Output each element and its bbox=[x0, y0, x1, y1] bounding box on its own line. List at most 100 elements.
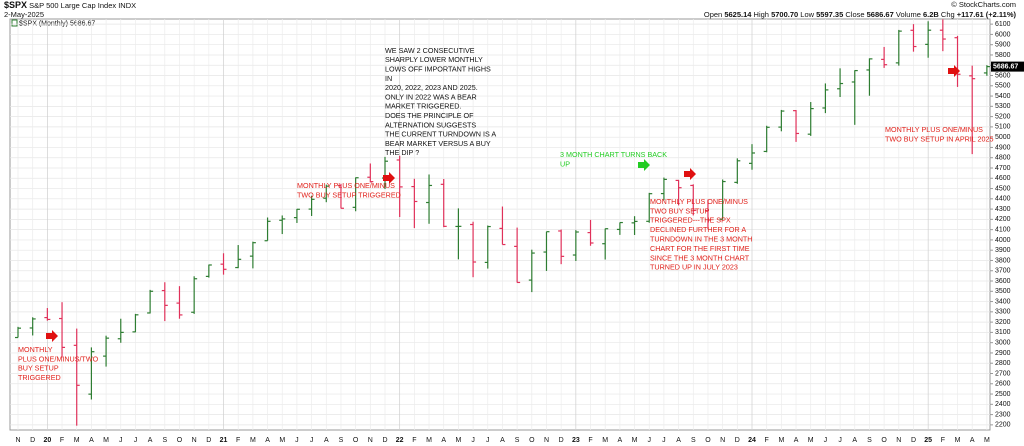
annotation: IN bbox=[385, 74, 392, 83]
x-tick-label: O bbox=[881, 437, 887, 444]
annotation: SINCE THE 3 MONTH CHART bbox=[650, 253, 750, 262]
x-tick-label: M bbox=[955, 437, 961, 444]
annotation: TRIGGERED---THE SPX bbox=[650, 216, 731, 225]
credit: © StockCharts.com bbox=[951, 0, 1016, 9]
x-tick-label: M bbox=[103, 437, 109, 444]
x-tick-label: D bbox=[206, 437, 211, 444]
x-tick-label: N bbox=[896, 437, 901, 444]
x-tick-label: M bbox=[632, 437, 638, 444]
arrow bbox=[684, 168, 696, 180]
annotation: TWO BUY SETUP bbox=[650, 206, 710, 215]
annotation: PLUS ONE/MINUS/TWO bbox=[18, 354, 99, 363]
quote-value: 5625.14 bbox=[724, 10, 752, 19]
x-tick-label: J bbox=[310, 437, 314, 444]
x-tick-label: D bbox=[911, 437, 916, 444]
plot-frame bbox=[9, 18, 991, 431]
y-tick-label: 4200 bbox=[995, 216, 1011, 223]
y-tick-label: 2500 bbox=[995, 391, 1011, 398]
y-tick-label: 4800 bbox=[995, 155, 1011, 162]
y-tick-label: 4300 bbox=[995, 206, 1011, 213]
last-price: 5686.67 bbox=[993, 63, 1018, 70]
annotation: TWO BUY SETUP IN APRIL 2025 bbox=[885, 134, 994, 143]
annotation: DOES THE PRINCIPLE OF bbox=[385, 111, 474, 120]
x-tick-label: J bbox=[838, 437, 842, 444]
x-tick-label: A bbox=[89, 437, 94, 444]
y-tick-label: 5600 bbox=[995, 72, 1011, 79]
y-tick-label: 2800 bbox=[995, 360, 1011, 367]
legend-swatch bbox=[11, 19, 18, 27]
annotation: BEAR MARKET VERSUS A BUY bbox=[385, 139, 491, 148]
x-tick-label: J bbox=[486, 437, 490, 444]
x-tick-label: N bbox=[720, 437, 725, 444]
quote: Open 5625.14 High 5700.70 Low 5597.35 Cl… bbox=[704, 10, 1017, 19]
x-tick-label: J bbox=[824, 437, 828, 444]
annotation: ALTERNATION SUGGESTS bbox=[385, 120, 476, 129]
x-tick-label: S bbox=[867, 437, 872, 444]
y-tick-label: 4600 bbox=[995, 175, 1011, 182]
y-tick-label: 3100 bbox=[995, 329, 1011, 336]
y-tick-label: 2200 bbox=[995, 422, 1011, 429]
quote-value: 6.2B bbox=[923, 10, 939, 19]
annotation: 3 MONTH CHART TURNS BACK bbox=[560, 150, 667, 159]
y-tick-label: 4700 bbox=[995, 165, 1011, 172]
annotation: LOWS OFF IMPORTANT HIGHS bbox=[385, 65, 491, 74]
x-tick-label: D bbox=[30, 437, 35, 444]
y-tick-label: 5900 bbox=[995, 42, 1011, 49]
y-tick-label: 6100 bbox=[995, 21, 1011, 28]
y-tick-label: 5300 bbox=[995, 103, 1011, 110]
annotation: SHARPLY LOWER MONTHLY bbox=[385, 55, 483, 64]
x-tick-label: O bbox=[177, 437, 183, 444]
x-tick-label: A bbox=[148, 437, 153, 444]
arrow bbox=[383, 172, 395, 184]
x-tick-label: D bbox=[559, 437, 564, 444]
x-tick-label: J bbox=[119, 437, 123, 444]
annotation: 2020, 2022, 2023 AND 2025. bbox=[385, 83, 478, 92]
x-tick-label: D bbox=[382, 437, 387, 444]
y-tick-label: 2600 bbox=[995, 381, 1011, 388]
annotation: DECLINED FURTHER FOR A bbox=[650, 225, 746, 234]
x-tick-label: M bbox=[984, 437, 990, 444]
x-tick-label: 20 bbox=[43, 437, 51, 444]
x-tick-label: N bbox=[15, 437, 20, 444]
y-tick-label: 5800 bbox=[995, 52, 1011, 59]
y-tick-label: 2300 bbox=[995, 411, 1011, 418]
y-tick-label: 3500 bbox=[995, 288, 1011, 295]
y-tick-label: 4900 bbox=[995, 144, 1011, 151]
annotation: THE CURRENT TURNDOWN IS A bbox=[385, 130, 496, 139]
x-tick-label: M bbox=[455, 437, 461, 444]
arrow bbox=[46, 330, 58, 342]
x-tick-label: J bbox=[647, 437, 651, 444]
x-tick-label: S bbox=[515, 437, 520, 444]
arrow bbox=[948, 65, 960, 77]
index-name: S&P 500 Large Cap Index bbox=[29, 1, 116, 10]
y-tick-label: 3800 bbox=[995, 257, 1011, 264]
annotation: WE SAW 2 CONSECUTIVE bbox=[385, 46, 475, 55]
quote-value: +117.61 (+2.11%) bbox=[957, 10, 1017, 19]
annotation: THE DIP ? bbox=[385, 148, 419, 157]
annotation: ONLY IN 2022 WAS A BEAR bbox=[385, 92, 477, 101]
y-tick-label: 3200 bbox=[995, 319, 1011, 326]
x-tick-label: M bbox=[74, 437, 80, 444]
y-tick-label: 3900 bbox=[995, 247, 1011, 254]
last-price-box bbox=[991, 61, 1024, 72]
x-tick-label: F bbox=[765, 437, 769, 444]
x-tick-label: 24 bbox=[748, 437, 756, 444]
quote-value: 5597.35 bbox=[816, 10, 843, 19]
x-tick-label: A bbox=[324, 437, 329, 444]
y-tick-label: 3000 bbox=[995, 340, 1011, 347]
x-tick-label: N bbox=[544, 437, 549, 444]
y-tick-label: 3400 bbox=[995, 298, 1011, 305]
x-tick-label: A bbox=[852, 437, 857, 444]
y-tick-label: 3300 bbox=[995, 309, 1011, 316]
symbol: $SPX bbox=[4, 0, 27, 10]
x-tick-label: F bbox=[412, 437, 416, 444]
y-tick-label: 4400 bbox=[995, 196, 1011, 203]
arrow bbox=[638, 159, 650, 171]
x-tick-label: M bbox=[426, 437, 432, 444]
annotation: CHART FOR THE FIRST TIME bbox=[650, 244, 750, 253]
annotation: TWO BUY SETUP TRIGGERED bbox=[297, 190, 401, 199]
x-tick-label: M bbox=[808, 437, 814, 444]
annotation: TRIGGERED bbox=[18, 373, 61, 382]
x-tick-label: S bbox=[162, 437, 167, 444]
